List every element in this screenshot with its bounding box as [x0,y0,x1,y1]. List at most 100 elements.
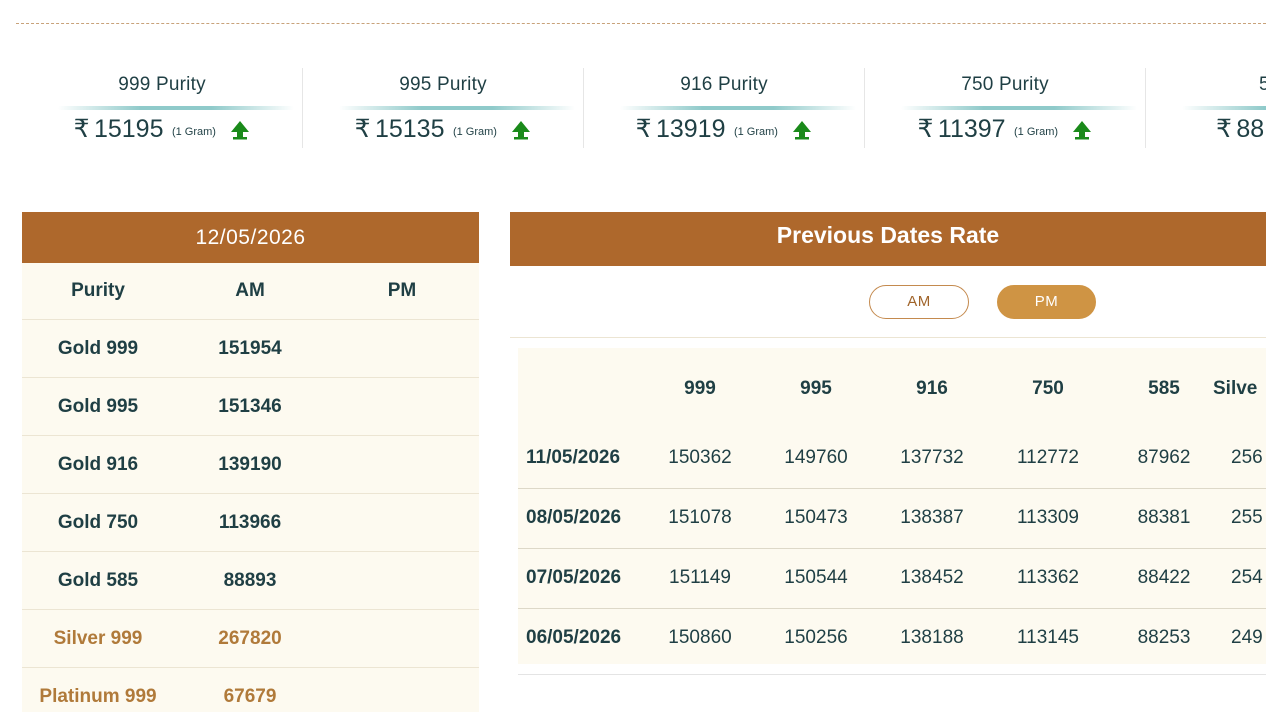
previous-rates-panel: Previous Dates Rate AM PM 999 995 916 75… [510,212,1266,712]
table-row: Gold 585 88893 [22,552,479,610]
table-row: Platinum 999 67679 [22,668,479,712]
row-date: 07/05/2026 [526,567,622,588]
row-purity: Gold 750 [57,511,139,533]
row-am-value: 113966 [218,511,282,533]
ticker-price: ₹ 88 [1216,114,1266,144]
ticker-price: ₹ 15195 (1 Gram) [22,114,302,144]
table-row: 07/05/2026 151149 150544 138452 113362 8… [518,549,1266,609]
ticker-price: ₹ 11397 (1 Gram) [865,114,1145,144]
row-date: 11/05/2026 [526,447,621,468]
row-value: 88253 [1137,627,1191,648]
row-value: 254 [1231,567,1263,588]
ticker-unit: (1 Gram) [171,126,216,138]
ticker-title: 999 Purity [118,74,206,95]
ticker-divider [620,106,856,110]
table-row: 08/05/2026 151078 150473 138387 113309 8… [518,489,1266,549]
previous-rates-title: Previous Dates Rate [510,212,1266,266]
ticker-divider [1182,106,1266,110]
row-value: 138188 [900,627,964,648]
ticker-title: 916 Purity [680,74,768,95]
row-value: 150362 [668,447,732,468]
table-row: Gold 999 151954 [22,320,479,378]
rupee-symbol: ₹ [917,115,934,143]
today-column-headers: Purity AM PM [22,263,479,320]
ticker-price: ₹ 15135 (1 Gram) [303,114,583,144]
row-value: 138452 [900,567,964,588]
rupee-symbol: ₹ [73,115,90,143]
table-row: Silver 999 267820 [22,610,479,668]
row-am-value: 67679 [223,685,277,707]
row-value: 256 [1231,447,1263,468]
column-header-999: 999 [684,378,716,399]
row-value: 88422 [1137,567,1191,588]
row-date: 06/05/2026 [526,627,622,648]
rupee-symbol: ₹ [635,115,652,143]
ticker-divider [339,106,575,110]
ticker-unit: (1 Gram) [1014,126,1059,138]
table-row: 11/05/2026 150362 149760 137732 112772 8… [518,429,1266,489]
row-value: 87962 [1137,447,1191,468]
session-toggle: AM PM [510,266,1266,338]
column-header-585: 585 [1148,378,1180,399]
row-value: 150473 [784,507,848,528]
table-row: Gold 995 151346 [22,378,479,436]
table-footer-divider [518,674,1266,712]
table-row: Gold 750 113966 [22,494,479,552]
column-header-purity: Purity [71,280,125,301]
row-purity: Gold 916 [57,453,139,475]
ticker-price-value: 11397 [937,115,1006,143]
today-date-header: 12/05/2026 [22,212,479,263]
row-value: 249 [1231,627,1263,648]
row-purity: Gold 999 [57,337,139,359]
row-value: 255 [1231,507,1263,528]
row-am-value: 151346 [218,395,282,417]
ticker-card-916: 916 Purity ₹ 13919 (1 Gram) [584,68,865,148]
row-am-value: 139190 [218,453,282,475]
ticker-price-value: 15135 [374,115,445,143]
row-value: 150544 [784,567,848,588]
previous-rates-table: 999 995 916 750 585 Silve 11/05/2026 150… [518,348,1266,664]
ticker-title: 750 Purity [961,74,1049,95]
pm-toggle-button[interactable]: PM [997,285,1096,319]
rupee-symbol: ₹ [354,115,371,143]
row-value: 151078 [668,507,732,528]
column-header-916: 916 [916,378,948,399]
purity-price-ticker: 999 Purity ₹ 15195 (1 Gram) 995 Purity ₹… [22,68,1266,152]
row-date: 08/05/2026 [526,507,622,528]
row-purity: Gold 585 [57,569,139,591]
row-value: 113309 [1017,507,1079,528]
previous-column-headers: 999 995 916 750 585 Silve [518,348,1266,432]
ticker-price-value: 88 [1236,115,1265,143]
column-header-silver: Silve [1213,378,1258,399]
row-am-value: 267820 [218,627,282,649]
table-row: 06/05/2026 150860 150256 138188 113145 8… [518,609,1266,669]
row-value: 150256 [784,627,848,648]
today-rates-table: 12/05/2026 Purity AM PM Gold 999 151954 … [22,212,479,712]
column-header-750: 750 [1032,378,1064,399]
row-value: 112772 [1017,447,1079,468]
am-toggle-button[interactable]: AM [869,285,969,319]
up-arrow-icon [512,121,531,140]
row-purity: Platinum 999 [39,685,157,707]
up-arrow-icon [231,121,250,140]
rupee-symbol: ₹ [1216,115,1232,143]
ticker-title: 995 Purity [399,74,487,95]
row-value: 151149 [669,567,731,588]
row-am-value: 88893 [223,569,277,591]
ticker-price-value: 15195 [93,115,164,143]
ticker-card-750: 750 Purity ₹ 11397 (1 Gram) [865,68,1146,148]
ticker-divider [901,106,1137,110]
row-value: 113362 [1017,567,1079,588]
row-value: 150860 [668,627,732,648]
ticker-divider [58,106,294,110]
row-value: 113145 [1017,627,1079,648]
row-value: 149760 [784,447,848,468]
ticker-card-999: 999 Purity ₹ 15195 (1 Gram) [22,68,303,148]
ticker-unit: (1 Gram) [452,126,497,138]
column-header-am: AM [235,280,265,301]
row-purity: Silver 999 [53,627,143,649]
row-am-value: 151954 [218,337,282,359]
top-divider [16,23,1266,24]
row-value: 137732 [900,447,964,468]
ticker-price: ₹ 13919 (1 Gram) [584,114,864,144]
